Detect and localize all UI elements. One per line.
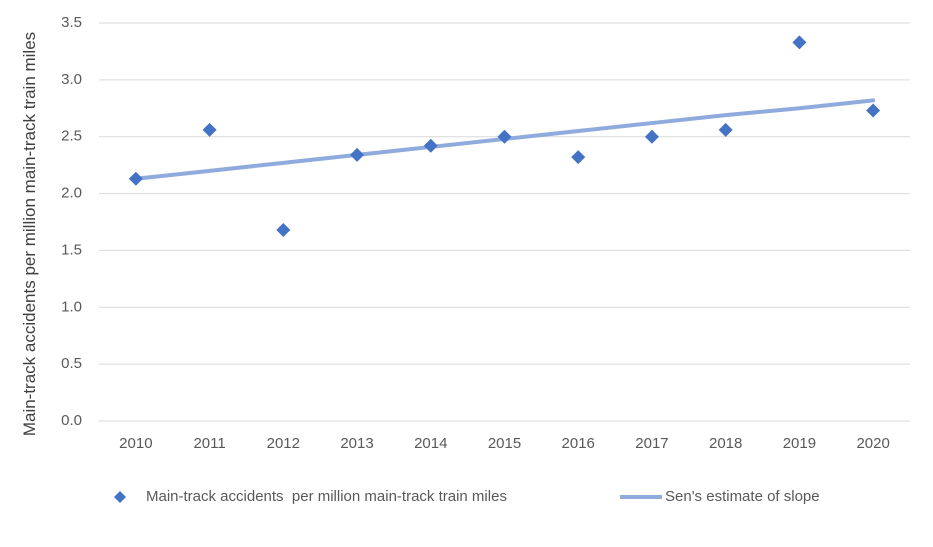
data-point (276, 222, 291, 237)
data-point (571, 150, 586, 165)
y-tick-label: 1.0 (61, 298, 82, 315)
x-tick-label: 2012 (267, 435, 300, 452)
legend-swatch (114, 491, 126, 503)
data-point (350, 147, 365, 162)
y-tick-label: 0.5 (61, 355, 82, 372)
data-point (202, 122, 217, 137)
data-point (866, 103, 881, 118)
x-tick-label: 2013 (340, 435, 373, 452)
y-tick-label: 2.0 (61, 185, 82, 202)
x-tick-label: 2011 (193, 435, 225, 452)
y-tick-label: 1.5 (61, 241, 82, 258)
x-tick-label: 2019 (783, 435, 816, 452)
data-point (644, 129, 659, 144)
y-axis-label: Main-track accidents per million main-tr… (20, 31, 39, 437)
legend-label: Sen's estimate of slope (665, 488, 820, 505)
data-point (128, 171, 143, 186)
x-tick-label: 2020 (856, 435, 889, 452)
x-tick-label: 2016 (562, 435, 595, 452)
x-tick-label: 2015 (488, 435, 521, 452)
x-tick-label: 2010 (119, 435, 152, 452)
x-tick-label: 2017 (635, 435, 668, 452)
y-tick-label: 3.5 (61, 14, 82, 31)
x-tick-label: 2014 (414, 435, 447, 452)
y-tick-label: 3.0 (61, 71, 82, 88)
y-tick-label: 2.5 (61, 128, 82, 145)
legend-label: Main-track accidents per million main-tr… (146, 488, 507, 505)
data-point (423, 138, 438, 153)
data-point (497, 129, 512, 144)
data-point (718, 122, 733, 137)
y-tick-label: 0.0 (61, 412, 82, 429)
x-tick-label: 2018 (709, 435, 742, 452)
data-point (792, 35, 807, 50)
